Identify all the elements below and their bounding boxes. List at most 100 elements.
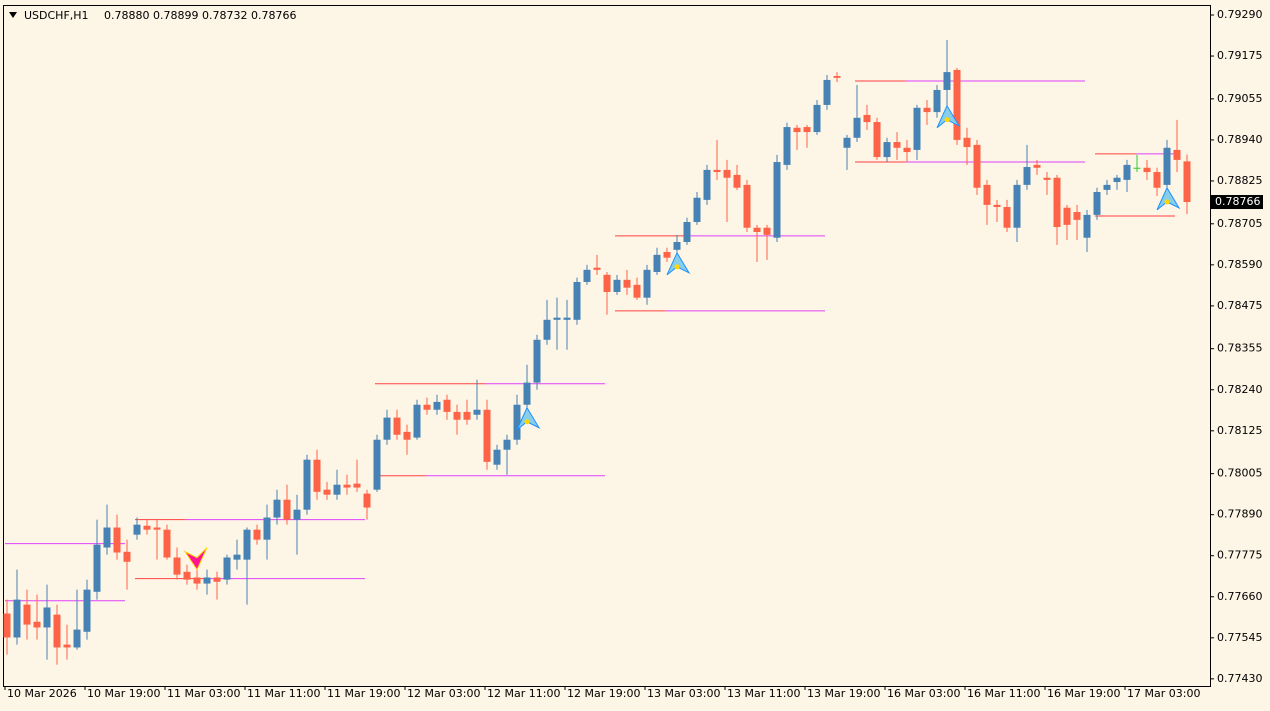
candle-body [1123, 164, 1131, 180]
candle-body [843, 137, 851, 148]
candle-body [233, 554, 241, 560]
candle-body [153, 527, 161, 530]
y-tick-label: 0.79290 [1217, 8, 1263, 21]
buy-arrow [1156, 186, 1181, 211]
candle-body [653, 254, 661, 272]
candle-body [113, 527, 121, 553]
candle-body [163, 529, 171, 558]
candle-body [453, 411, 461, 420]
candle-body [593, 267, 601, 270]
candle-body [323, 489, 331, 495]
candle-body [983, 184, 991, 205]
candle-body [293, 509, 301, 520]
y-tick-label: 0.78475 [1217, 299, 1263, 312]
candle-body [403, 431, 411, 440]
x-tick-label: 11 Mar 11:00 [247, 687, 320, 700]
y-tick-label: 0.79055 [1217, 92, 1263, 105]
menu-triangle [9, 12, 17, 18]
candle-body [1073, 212, 1081, 220]
candle-body [763, 227, 771, 235]
buy-dot [524, 419, 530, 425]
candle-body [423, 404, 431, 410]
buy-arrow [516, 406, 541, 431]
candle-body [1053, 177, 1061, 228]
candle-body [903, 147, 911, 153]
candle-body [353, 483, 361, 488]
candle-body [363, 493, 371, 508]
x-tick-label: 13 Mar 03:00 [647, 687, 720, 700]
candle-body [523, 382, 531, 405]
y-tick-label: 0.78240 [1217, 383, 1263, 396]
candle-body [493, 449, 501, 465]
candle-body [1093, 192, 1101, 215]
candle-body [613, 279, 621, 292]
candle-body [413, 404, 421, 438]
y-tick-label: 0.78125 [1217, 424, 1263, 437]
candle-body [863, 114, 871, 123]
candle-body [43, 607, 51, 628]
last-price-label: 0.78766 [1215, 195, 1261, 208]
candle-body [1133, 167, 1141, 169]
candle-body [173, 557, 181, 575]
candle-body [893, 142, 901, 148]
candle-body [513, 404, 521, 440]
candle-body [723, 169, 731, 178]
candle-body [283, 499, 291, 520]
candle-body [463, 411, 471, 420]
candle-body [713, 169, 721, 173]
candle-body [883, 142, 891, 158]
candle-body [93, 544, 101, 592]
symbol: USDCHF,H1 [24, 9, 89, 22]
candle-body [1043, 177, 1051, 180]
candle-body [1173, 149, 1181, 160]
candle-body [693, 197, 701, 223]
candle-body [123, 551, 131, 562]
candle-body [1143, 167, 1151, 173]
candle-body [913, 107, 921, 150]
candle-body [853, 117, 861, 138]
candle-body [73, 629, 81, 648]
candle-body [373, 439, 381, 490]
candle-body [1183, 161, 1191, 203]
x-tick-label: 11 Mar 19:00 [327, 687, 400, 700]
buy-dot [674, 264, 680, 270]
candle-body [1033, 164, 1041, 168]
x-tick-label: 16 Mar 03:00 [887, 687, 960, 700]
candle-body [793, 127, 801, 133]
x-tick-label: 13 Mar 19:00 [807, 687, 880, 700]
candle-body [193, 577, 201, 584]
y-tick-label: 0.77660 [1217, 590, 1263, 603]
candle-body [33, 621, 41, 628]
candle-body [533, 339, 541, 383]
candle-body [953, 69, 961, 140]
candle-body [183, 571, 191, 580]
x-tick-label: 16 Mar 11:00 [967, 687, 1040, 700]
candle-body [503, 439, 511, 450]
x-tick-label: 10 Mar 2026 [7, 687, 77, 700]
x-tick-label: 12 Mar 03:00 [407, 687, 480, 700]
candle-body [273, 499, 281, 518]
candle-body [483, 409, 491, 462]
buy-dot [1164, 199, 1170, 205]
buy-arrow [666, 251, 691, 276]
last-price-box [1211, 195, 1263, 210]
x-tick-label: 11 Mar 03:00 [167, 687, 240, 700]
x-tick-label: 10 Mar 19:00 [87, 687, 160, 700]
candle-body [13, 599, 21, 638]
candle-body [3, 613, 11, 638]
candle-body [1023, 167, 1031, 185]
x-tick-label: 12 Mar 11:00 [487, 687, 560, 700]
y-tick-label: 0.78005 [1217, 467, 1263, 480]
candle-body [733, 174, 741, 188]
candle-body [83, 589, 91, 632]
candle-body [263, 517, 271, 540]
buy-dot [944, 117, 950, 123]
candle-body [623, 279, 631, 288]
candle-body [433, 401, 441, 410]
candle-body [393, 417, 401, 435]
candle-body [753, 227, 761, 232]
quote: 0.78880 0.78899 0.78732 0.78766 [104, 9, 296, 22]
candle-body [143, 525, 151, 530]
